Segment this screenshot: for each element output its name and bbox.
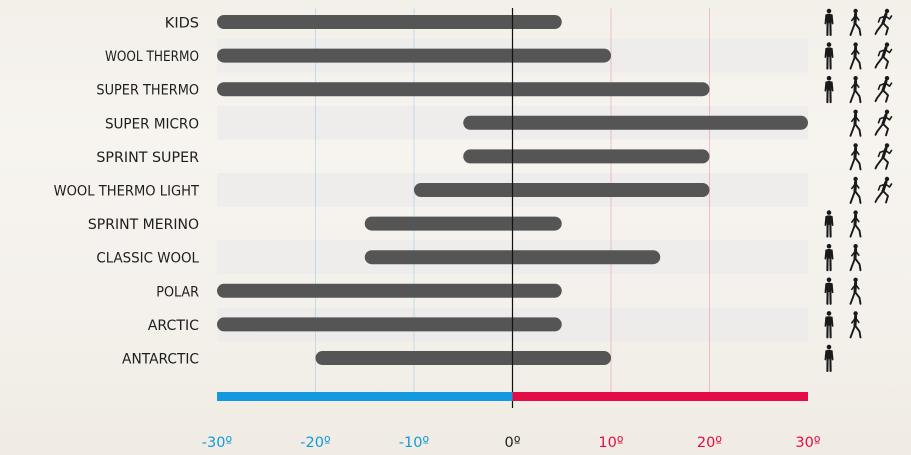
tick-label: -10º <box>399 435 430 451</box>
running-person-icon <box>874 8 893 36</box>
tick-label: -20º <box>300 435 331 451</box>
activity-icons <box>824 8 893 373</box>
category-label: SUPER MICRO <box>105 116 199 132</box>
standing-person-icon <box>824 243 834 272</box>
walking-person-icon <box>849 8 862 36</box>
category-label: ARCTIC <box>148 318 199 334</box>
category-label: SPRINT SUPER <box>96 150 199 166</box>
range-bars <box>217 15 808 365</box>
standing-person-icon <box>824 42 834 70</box>
temperature-axis <box>217 8 808 408</box>
walking-person-icon <box>849 210 862 238</box>
category-label: SPRINT MERINO <box>88 217 199 233</box>
walking-person-icon <box>849 277 862 305</box>
running-person-icon <box>874 176 893 204</box>
running-person-icon <box>874 143 893 170</box>
category-label: ANTARCTIC <box>122 352 199 368</box>
category-label: POLAR <box>156 284 199 300</box>
standing-person-icon <box>824 311 834 339</box>
category-label: CLASSIC WOOL <box>96 251 199 267</box>
tick-label: 10º <box>598 435 623 451</box>
category-label: WOOL THERMO <box>105 49 199 65</box>
standing-person-icon <box>824 277 834 305</box>
category-label: KIDS <box>165 16 199 32</box>
tick-label: 20º <box>697 435 722 451</box>
walking-person-icon <box>849 311 862 339</box>
running-person-icon <box>874 42 893 70</box>
walking-person-icon <box>849 109 862 137</box>
standing-person-icon <box>824 344 834 373</box>
walking-person-icon <box>849 176 862 204</box>
category-labels: KIDS WOOL THERMO SUPER THERMO SUPER MICRO SP… <box>54 16 199 368</box>
tick-label: 30º <box>795 435 820 451</box>
walking-person-icon <box>849 76 862 104</box>
tick-labels: -30º -20º -10º 0º 10º 20º 30º <box>202 435 821 451</box>
running-person-icon <box>874 109 893 137</box>
walking-person-icon <box>849 244 862 272</box>
standing-person-icon <box>824 210 834 238</box>
category-label: WOOL THERMO LIGHT <box>54 184 199 200</box>
walking-person-icon <box>849 42 862 70</box>
tick-label: 0º <box>504 435 520 451</box>
running-person-icon <box>874 76 893 103</box>
warm-axis-bar <box>512 392 808 401</box>
tick-label: -30º <box>202 435 233 451</box>
standing-person-icon <box>824 75 834 104</box>
cold-axis-bar <box>217 392 513 401</box>
standing-person-icon <box>824 8 834 37</box>
walking-person-icon <box>849 143 862 171</box>
category-label: SUPER THERMO <box>96 83 199 99</box>
